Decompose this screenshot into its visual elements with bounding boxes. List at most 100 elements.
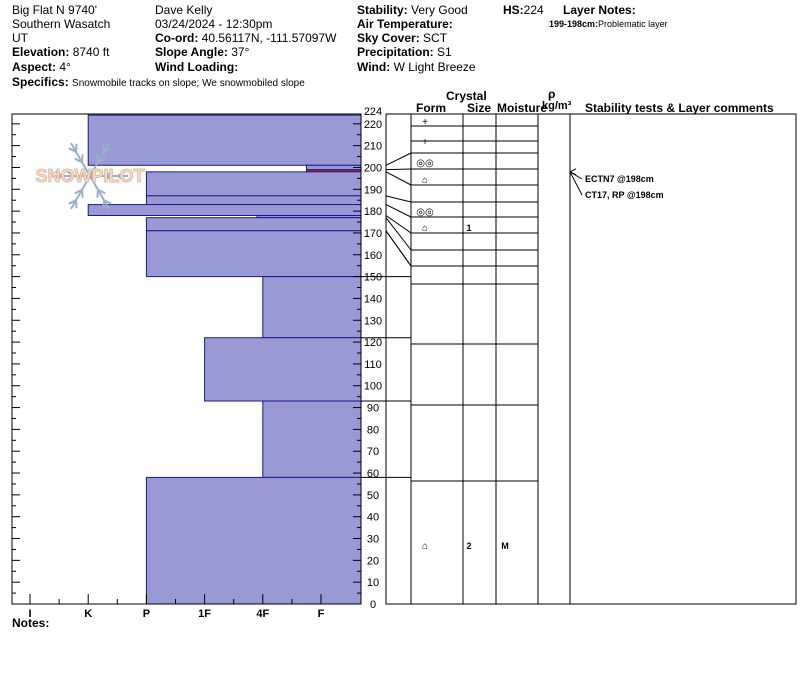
snowflake-branch (81, 154, 84, 163)
slope-angle: Slope Angle: 37° (155, 45, 250, 59)
snowflake-branch (66, 170, 75, 177)
height-tick-label: 190 (364, 184, 382, 196)
hardness-bar (145, 230, 362, 278)
col-size: Size (467, 101, 492, 115)
height-tick-label: 210 (364, 141, 382, 153)
height-tick-label: 90 (367, 403, 379, 415)
snowflake-branch (75, 200, 78, 209)
height-tick-label: 30 (367, 534, 379, 546)
snowflake-branch (74, 188, 83, 195)
chart-frame (11, 113, 362, 605)
height-tick-label: 110 (364, 359, 382, 371)
crystal-form: + (422, 117, 428, 128)
col-moisture: Moisture (497, 101, 548, 115)
layer-note: 199-198cm:Problematic layer (549, 19, 668, 29)
wind-loading: Wind Loading: (155, 60, 239, 74)
stability-test-label: CT17, RP @198cm (585, 190, 664, 200)
layer-connector (385, 171, 412, 186)
hardness-bar (262, 276, 362, 339)
snowflake-branch (117, 175, 126, 182)
snowflake-branch (97, 188, 106, 195)
sky-cover: Sky Cover: SCT (357, 31, 448, 45)
layer-notes-title: Layer Notes: (563, 3, 636, 17)
hardness-bar (204, 337, 362, 402)
height-tick-label: 180 (364, 206, 382, 218)
test-arrow (569, 168, 577, 176)
snowflake-branch (75, 143, 78, 152)
crystal-moisture: M (501, 541, 509, 551)
col-crystal: Crystal (446, 89, 487, 103)
air-temperature: Air Temperature: (357, 17, 453, 31)
height-tick-label: 40 (367, 512, 379, 524)
hardness-bar (305, 164, 362, 171)
hardness-label: 4F (256, 608, 269, 620)
snowflake-branch (103, 199, 112, 205)
snowflake-branch (97, 157, 106, 164)
snow-height: HS:224 (503, 3, 544, 17)
col-rho: ρ (548, 87, 556, 101)
hardness-bar (145, 171, 362, 197)
snowflake-arm (70, 175, 91, 210)
snowflake-branch (68, 199, 77, 205)
height-tick-label: 130 (364, 315, 382, 327)
crystal-form: + (422, 137, 428, 148)
layer-connector (385, 152, 412, 166)
height-tick-label: 120 (364, 337, 382, 349)
height-tick-label: 0 (370, 599, 376, 611)
aspect: Aspect: 4° (12, 60, 71, 74)
snowflake-branch (54, 170, 63, 177)
height-tick-label: 50 (367, 490, 379, 502)
snowflake-branch (117, 170, 126, 177)
hardness-bar (87, 114, 362, 166)
col-stability-tests: Stability tests & Layer comments (585, 101, 774, 115)
snowflake-arm (89, 175, 110, 210)
state: UT (12, 31, 28, 45)
height-tick-label: 160 (364, 250, 382, 262)
hardness-bar (145, 217, 362, 232)
precipitation: Precipitation: S1 (357, 45, 452, 59)
crystal-size: 1 (466, 223, 471, 233)
crystal-form: ◎◎ (416, 158, 434, 169)
snowflake-branch (96, 189, 99, 198)
notes-label: Notes: (12, 616, 50, 630)
crystal-form: ◎◎ (416, 207, 434, 218)
crystal-form: ⌂ (422, 223, 428, 234)
stability-test-label: ECTN7 @198cm (585, 174, 654, 184)
height-tick-label: 170 (364, 228, 382, 240)
hardness-label: I (28, 608, 31, 620)
table-frame (385, 113, 797, 605)
wind: Wind: W Light Breeze (357, 60, 476, 74)
height-tick-label: 150 (364, 272, 382, 284)
crystal-form: ⌂ (422, 541, 428, 552)
hardness-bar (262, 400, 362, 478)
specifics: Specifics: Snowmobile tracks on slope; W… (12, 75, 305, 89)
snowflake-branch (68, 147, 77, 153)
snowflake-arm (70, 142, 91, 177)
hardness-label: F (318, 608, 325, 620)
snowflake-branch (105, 170, 114, 177)
hardness-label: P (143, 608, 150, 620)
snowflake-branch (74, 157, 83, 164)
hardness-bar (145, 476, 362, 605)
snowpilot-watermark: SNOWPILOT (35, 142, 145, 210)
hardness-bar (145, 195, 362, 206)
snowflake-branch (96, 154, 99, 163)
elevation: Elevation: 8740 ft (12, 45, 110, 59)
layer-connector (385, 217, 412, 251)
stability: Stability: Very Good (357, 3, 468, 17)
snowflake-branch (102, 143, 105, 152)
snowflake-branch (81, 189, 84, 198)
layer-connector (385, 215, 412, 234)
observation-datetime: 03/24/2024 - 12:30pm (155, 17, 273, 31)
hardness-bar (87, 204, 362, 216)
crystal-form: ⌂ (422, 175, 428, 186)
test-leader (569, 171, 583, 196)
layer-connector (385, 230, 412, 267)
location-name: Big Flat N 9740' (12, 3, 98, 17)
snowflake-branch (105, 175, 114, 182)
col-form: Form (416, 101, 446, 115)
hardness-label: K (84, 608, 92, 620)
height-tick-label: 220 (364, 119, 382, 131)
watermark-text: SNOWPILOT (36, 166, 145, 186)
